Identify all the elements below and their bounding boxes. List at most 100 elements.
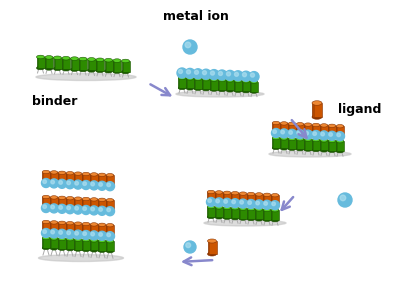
Circle shape: [264, 202, 268, 205]
Bar: [58, 198, 60, 208]
Ellipse shape: [178, 86, 186, 90]
Ellipse shape: [82, 232, 90, 236]
Bar: [247, 194, 249, 204]
Bar: [42, 172, 44, 182]
Bar: [215, 208, 223, 217]
Bar: [88, 60, 90, 71]
Circle shape: [280, 129, 288, 138]
Ellipse shape: [82, 172, 90, 176]
Circle shape: [313, 132, 316, 136]
Circle shape: [312, 131, 320, 140]
Bar: [263, 195, 271, 205]
Ellipse shape: [38, 255, 124, 262]
Circle shape: [222, 198, 232, 207]
Ellipse shape: [98, 239, 106, 242]
Bar: [234, 81, 242, 91]
Circle shape: [206, 197, 216, 207]
Ellipse shape: [90, 249, 98, 252]
Ellipse shape: [98, 173, 106, 177]
Ellipse shape: [58, 206, 66, 210]
Bar: [74, 174, 76, 184]
Ellipse shape: [288, 137, 296, 140]
Bar: [312, 125, 314, 135]
Circle shape: [242, 73, 246, 77]
Bar: [210, 79, 212, 90]
Ellipse shape: [45, 66, 53, 70]
Circle shape: [98, 206, 106, 215]
Bar: [231, 208, 239, 218]
Circle shape: [74, 230, 82, 239]
Bar: [194, 79, 202, 89]
Ellipse shape: [215, 216, 223, 219]
Ellipse shape: [74, 238, 82, 241]
Circle shape: [281, 130, 284, 134]
Circle shape: [321, 132, 324, 136]
Bar: [178, 78, 186, 88]
Circle shape: [51, 205, 54, 209]
Ellipse shape: [263, 193, 271, 197]
Circle shape: [90, 231, 98, 240]
Ellipse shape: [280, 122, 288, 125]
Circle shape: [233, 71, 243, 81]
Bar: [113, 61, 115, 72]
Circle shape: [194, 70, 198, 74]
Bar: [272, 123, 280, 133]
Bar: [186, 78, 194, 88]
Ellipse shape: [234, 79, 242, 82]
Bar: [70, 59, 72, 70]
Ellipse shape: [336, 149, 344, 153]
Bar: [208, 241, 210, 254]
Bar: [271, 195, 273, 205]
Ellipse shape: [336, 125, 344, 128]
Circle shape: [241, 71, 251, 81]
Ellipse shape: [207, 205, 215, 209]
Bar: [58, 223, 60, 233]
Ellipse shape: [66, 171, 74, 175]
Bar: [186, 78, 188, 88]
Bar: [271, 210, 279, 220]
Bar: [106, 200, 108, 210]
Ellipse shape: [296, 133, 304, 136]
Ellipse shape: [328, 124, 336, 127]
Ellipse shape: [106, 240, 114, 243]
Bar: [66, 198, 68, 208]
Ellipse shape: [50, 237, 58, 240]
Circle shape: [272, 202, 276, 206]
Bar: [223, 208, 231, 218]
Ellipse shape: [271, 208, 279, 212]
Bar: [82, 174, 90, 184]
Ellipse shape: [50, 196, 58, 199]
Bar: [320, 140, 328, 150]
Circle shape: [51, 230, 54, 234]
Ellipse shape: [88, 68, 96, 72]
Circle shape: [98, 181, 106, 190]
Bar: [106, 241, 108, 251]
Bar: [122, 61, 124, 72]
Bar: [62, 58, 70, 69]
Ellipse shape: [98, 223, 106, 227]
Ellipse shape: [304, 138, 312, 141]
Ellipse shape: [186, 87, 194, 90]
Ellipse shape: [82, 207, 90, 211]
Ellipse shape: [231, 192, 239, 195]
Bar: [82, 224, 90, 234]
Bar: [336, 126, 338, 136]
Ellipse shape: [106, 199, 114, 202]
Ellipse shape: [82, 197, 90, 201]
Circle shape: [90, 181, 98, 190]
Bar: [210, 79, 218, 90]
Ellipse shape: [312, 115, 322, 119]
Circle shape: [304, 130, 312, 139]
Circle shape: [67, 231, 70, 235]
Circle shape: [183, 40, 197, 54]
Bar: [272, 123, 274, 133]
Bar: [90, 240, 92, 250]
Ellipse shape: [223, 206, 231, 210]
Ellipse shape: [239, 207, 247, 210]
Circle shape: [225, 71, 235, 80]
Ellipse shape: [98, 233, 106, 236]
Ellipse shape: [336, 140, 344, 143]
Bar: [98, 225, 100, 235]
Circle shape: [270, 201, 280, 210]
Bar: [36, 57, 38, 68]
